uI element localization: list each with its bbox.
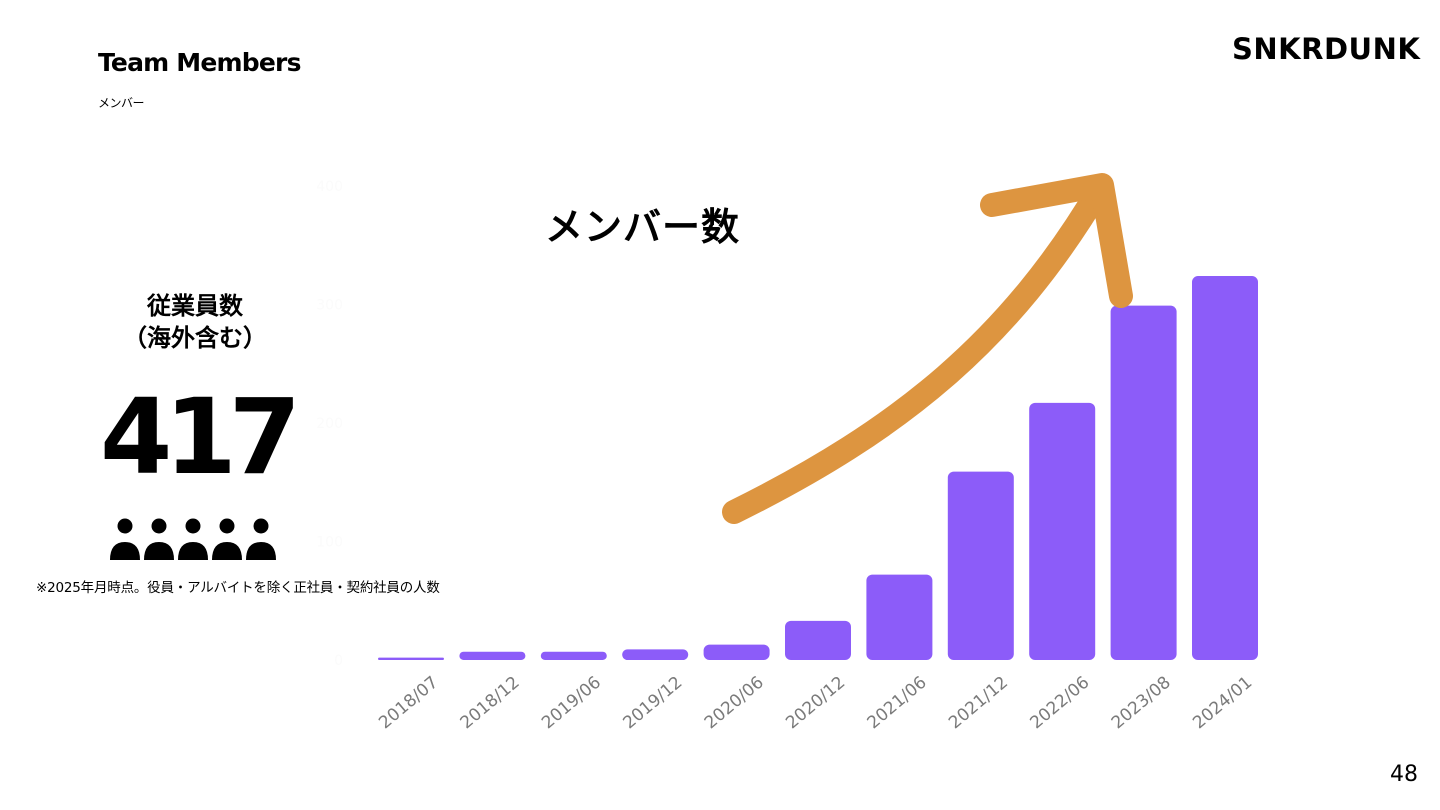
footnote: ※2025年月時点。役員・アルバイトを除く正社員・契約社員の人数 — [36, 580, 440, 596]
bar-2019-12 — [622, 649, 689, 660]
x-tick-label: 2023/08 — [1108, 673, 1175, 734]
x-tick-label: 2019/12 — [619, 673, 686, 734]
page-title: Team Members — [98, 48, 301, 77]
employee-count-label-line1: 従業員数 — [147, 292, 243, 320]
bar-2021-12 — [947, 471, 1014, 660]
brand-logo: SNKRDUNK — [1232, 32, 1421, 66]
bar-2020-12 — [785, 620, 851, 660]
x-tick-label: 2018/07 — [375, 673, 442, 734]
x-tick-label: 2020/12 — [782, 673, 849, 734]
x-tick-label: 2021/06 — [864, 673, 931, 734]
employee-count-label-line2: （海外含む） — [123, 324, 267, 352]
x-tick-label: 2024/01 — [1189, 673, 1256, 734]
employee-count-label: 従業員数 （海外含む） — [100, 290, 290, 354]
y-tick-label: 100 — [316, 535, 343, 551]
bar-2019-06 — [540, 651, 607, 660]
bar-2022-06 — [1029, 402, 1096, 660]
trend-arrow-head — [980, 173, 1133, 308]
upward-trend-arrow — [722, 173, 1133, 524]
chart-title: メンバー数 — [545, 205, 741, 249]
bars — [378, 276, 1258, 660]
bar-2021-06 — [866, 574, 933, 660]
x-axis-labels: 2018/07 2018/12 2019/06 2019/12 2020/06 2020/… — [375, 673, 1256, 734]
page-number: 48 — [1390, 762, 1418, 787]
x-tick-label: 2022/06 — [1026, 673, 1093, 734]
y-tick-label: 300 — [316, 298, 343, 314]
x-tick-label: 2021/12 — [945, 673, 1012, 734]
x-tick-label: 2018/12 — [457, 673, 524, 734]
bar-2023-08 — [1110, 305, 1177, 660]
bar-2024-01 — [1192, 276, 1258, 660]
x-tick-label: 2020/06 — [701, 673, 768, 734]
x-tick-label: 2019/06 — [538, 673, 605, 734]
people-group-icon — [110, 518, 276, 560]
y-axis-ticks: 0 100 200 300 400 — [316, 179, 343, 669]
bar-2020-06 — [703, 644, 770, 660]
y-tick-label: 0 — [334, 653, 343, 669]
trend-arrow-shaft — [722, 176, 1112, 524]
y-tick-label: 200 — [316, 416, 343, 432]
page-subtitle: メンバー — [98, 96, 145, 110]
y-tick-label: 400 — [316, 179, 343, 195]
bar-2018-07 — [378, 657, 444, 660]
bar-2018-12 — [459, 651, 526, 660]
employee-count-value: 417 — [100, 376, 301, 498]
